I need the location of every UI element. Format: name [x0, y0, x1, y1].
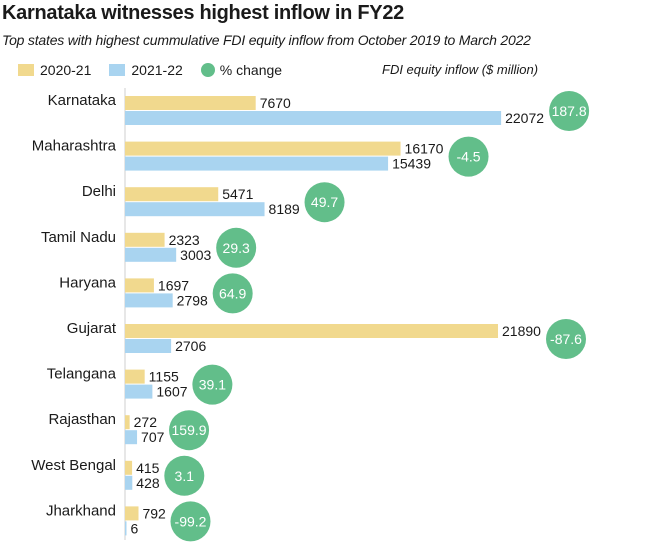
value-label-2021-22-telangana: 1607 — [156, 384, 187, 400]
unit-note: FDI equity inflow ($ million) — [382, 62, 539, 77]
value-label-2021-22-west-bengal: 428 — [136, 475, 160, 491]
pct-change-label-west-bengal: 3.1 — [175, 468, 195, 484]
category-label-rajasthan: Rajasthan — [48, 411, 116, 428]
bar-2021-22-haryana — [125, 293, 173, 308]
bar-2020-21-west-bengal — [125, 460, 133, 475]
value-label-2020-21-rajasthan: 272 — [134, 414, 158, 430]
chart-title: Karnataka witnesses highest inflow in FY… — [2, 2, 404, 24]
pct-change-bubble-haryana — [212, 273, 253, 314]
value-label-2020-21-telangana: 1155 — [149, 369, 179, 385]
category-label-karnataka: Karnataka — [48, 92, 117, 109]
bar-2021-22-rajasthan — [125, 430, 138, 445]
category-label-west-bengal: West Bengal — [31, 457, 116, 474]
pct-change-label-maharashtra: -4.5 — [456, 149, 480, 165]
bar-2021-22-gujarat — [125, 339, 172, 353]
bar-2021-22-telangana — [125, 384, 153, 399]
bar-2020-21-rajasthan — [125, 415, 130, 430]
value-label-2021-22-jharkhand: 6 — [131, 520, 139, 536]
value-label-2021-22-maharashtra: 15439 — [392, 156, 431, 172]
pct-change-bubble-telangana — [192, 364, 233, 405]
pct-change-bubble-jharkhand — [170, 501, 211, 542]
pct-change-bubble-tamil-nadu — [216, 227, 257, 268]
bar-2020-21-tamil-nadu — [125, 232, 165, 247]
category-label-tamil-nadu: Tamil Nadu — [41, 229, 116, 246]
bar-2021-22-tamil-nadu — [125, 247, 177, 262]
pct-change-bubble-rajasthan — [169, 410, 210, 451]
bar-2020-21-jharkhand — [125, 506, 139, 521]
value-label-2020-21-karnataka: 7670 — [260, 95, 291, 111]
category-label-maharashtra: Maharashtra — [32, 138, 117, 155]
value-label-2020-21-jharkhand: 792 — [142, 505, 166, 521]
legend-dot-pct-change — [200, 63, 215, 77]
value-label-2020-21-delhi: 5471 — [222, 186, 253, 202]
category-label-telangana: Telangana — [47, 366, 117, 383]
bar-2020-21-maharashtra — [125, 141, 401, 156]
bar-2021-22-delhi — [125, 202, 265, 217]
bar-2021-22-karnataka — [125, 111, 502, 125]
category-label-haryana: Haryana — [59, 274, 116, 291]
value-label-2020-21-west-bengal: 415 — [136, 460, 160, 476]
pct-change-label-rajasthan: 159.9 — [172, 422, 207, 438]
legend-item-pct-change: % change — [200, 62, 283, 78]
pct-change-label-gujarat: -87.6 — [550, 331, 582, 347]
pct-change-bubble-karnataka — [549, 91, 590, 131]
pct-change-bubble-delhi — [304, 182, 345, 223]
category-label-gujarat: Gujarat — [67, 320, 117, 337]
value-label-2021-22-haryana: 2798 — [177, 292, 208, 308]
legend-label-2021-22: 2021-22 — [131, 62, 183, 78]
value-label-2021-22-rajasthan: 707 — [141, 429, 165, 445]
value-label-2021-22-delhi: 8189 — [269, 201, 300, 217]
pct-change-bubble-maharashtra — [448, 136, 489, 177]
pct-change-label-karnataka: 187.8 — [552, 103, 587, 119]
legend-swatch-2020-21 — [18, 64, 34, 76]
bar-2021-22-jharkhand — [125, 521, 127, 536]
pct-change-label-jharkhand: -99.2 — [175, 513, 207, 529]
value-label-2021-22-tamil-nadu: 3003 — [180, 247, 211, 263]
legend-label-2020-21: 2020-21 — [40, 62, 92, 78]
value-label-2020-21-maharashtra: 16170 — [405, 141, 444, 157]
pct-change-label-telangana: 39.1 — [199, 377, 226, 393]
bar-2020-21-telangana — [125, 369, 145, 384]
bar-2020-21-haryana — [125, 278, 154, 293]
pct-change-label-delhi: 49.7 — [311, 194, 338, 210]
value-label-2020-21-tamil-nadu: 2323 — [169, 232, 200, 248]
chart-subtitle: Top states with highest cummulative FDI … — [2, 32, 531, 48]
value-label-2020-21-haryana: 1697 — [158, 277, 189, 293]
value-label-2021-22-gujarat: 2706 — [175, 338, 206, 354]
legend: 2020-21 2021-22 % change — [18, 60, 300, 80]
legend-swatch-2021-22 — [109, 64, 126, 76]
value-label-2020-21-gujarat: 21890 — [502, 323, 541, 339]
category-label-jharkhand: Jharkhand — [46, 502, 116, 519]
bar-2020-21-karnataka — [125, 96, 256, 110]
bar-2021-22-maharashtra — [125, 156, 389, 171]
pct-change-bubble-gujarat — [546, 319, 587, 359]
pct-change-label-haryana: 64.9 — [219, 285, 246, 301]
pct-change-label-tamil-nadu: 29.3 — [223, 240, 250, 256]
category-label-delhi: Delhi — [82, 183, 116, 200]
bar-2021-22-west-bengal — [125, 475, 133, 490]
bar-2020-21-gujarat — [125, 324, 499, 338]
bar-2020-21-delhi — [125, 187, 219, 202]
legend-label-pct-change: % change — [219, 62, 283, 78]
legend-item-2020-21: 2020-21 — [18, 62, 91, 78]
value-label-2021-22-karnataka: 22072 — [505, 110, 544, 126]
pct-change-bubble-west-bengal — [164, 455, 205, 496]
legend-item-2021-22: 2021-22 — [109, 62, 183, 78]
